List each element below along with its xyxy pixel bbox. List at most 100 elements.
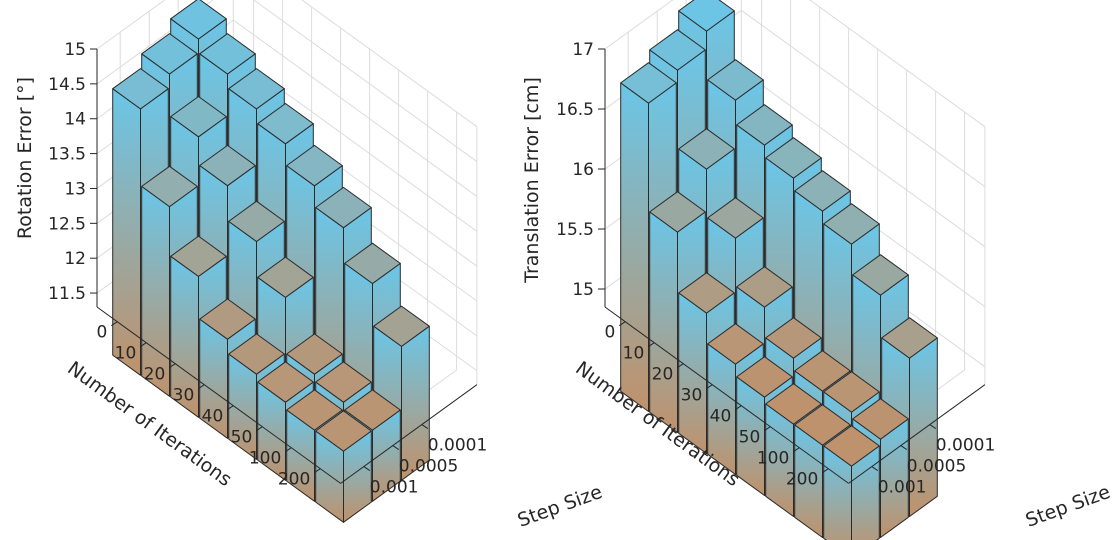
bar-top-face (823, 203, 880, 245)
bar-top-face (823, 371, 880, 413)
bar-top-face (678, 272, 735, 314)
bar-top-face (344, 389, 401, 431)
bar-top-face (707, 323, 764, 365)
bar-top-face (286, 144, 343, 187)
bar-top-face (736, 266, 793, 308)
bar-top-face (170, 96, 227, 138)
x-tick-mark (677, 363, 684, 369)
bar-top-face (852, 398, 909, 440)
bar-top-face (823, 425, 880, 467)
ticks: 11.5 12 12.5 13 13.5 14 14.5 15 0 10 20 30 40 5010020… (48, 40, 487, 498)
x-tick-mark (256, 426, 263, 432)
z-axis-label: Rotation Error [°] (14, 77, 36, 239)
bar-top-face (881, 317, 938, 359)
bar-top-face (707, 197, 764, 239)
y-axis-line (340, 384, 478, 484)
bar-top-face (170, 235, 227, 277)
bar-top-face (765, 317, 822, 359)
x-tick-mark (111, 321, 118, 327)
rotation-error-chart: 11.5 12 12.5 13 13.5 14 14.5 15 0 10 20 30 40 5010020… (14, 0, 605, 532)
bar-top-face (257, 103, 314, 145)
z-tick-label: 11.5 (48, 284, 86, 304)
y-axis-label: Step Size (515, 481, 606, 532)
y-tick-mark (871, 466, 879, 472)
bar-top-face (286, 389, 343, 431)
bar-top-face (141, 165, 198, 208)
x-tick-mark (314, 468, 321, 474)
x-tick-label: 200 (786, 470, 818, 490)
bar-top-face (199, 298, 256, 340)
bar-top-face (852, 254, 909, 296)
x-tick-mark (764, 426, 771, 432)
bar-top-face (344, 242, 401, 284)
z-tick-label: 12.5 (48, 214, 86, 234)
bar-top-face (257, 361, 314, 403)
x-tick-label: 10 (115, 344, 137, 364)
z-tick-label: 14 (64, 110, 86, 130)
y-tick-label: 0.001 (370, 478, 419, 498)
bar-top-face (794, 350, 851, 392)
x-tick-label: 20 (652, 365, 674, 385)
z-tick-label: 17 (572, 40, 594, 60)
bar-top-face (707, 59, 764, 101)
y-tick-mark (363, 466, 371, 472)
x-tick-label: 100 (249, 449, 281, 469)
x-tick-mark (285, 447, 292, 453)
bar-top-face (199, 144, 256, 187)
bar-top-face (649, 29, 706, 71)
bar-top-face (736, 104, 793, 146)
z-tick-label: 13 (64, 179, 86, 199)
bar (315, 410, 372, 523)
x-tick-label: 20 (144, 365, 166, 385)
z-tick-label: 15.5 (556, 220, 594, 240)
x-tick-mark (706, 384, 713, 390)
y-tick-mark (900, 445, 908, 451)
x-tick-label: 40 (710, 407, 732, 427)
z-tick-label: 12 (64, 249, 86, 269)
bar-top-face (315, 410, 372, 452)
y-tick-mark (929, 424, 937, 430)
x-tick-mark (140, 342, 147, 348)
z-tick-label: 16.5 (556, 100, 594, 120)
x-tick-label: 30 (173, 386, 195, 406)
bar (823, 425, 880, 540)
x-tick-mark (822, 468, 829, 474)
z-tick-label: 13.5 (48, 145, 86, 165)
bar-top-face (286, 333, 343, 375)
bar-top-face (794, 404, 851, 446)
z-tick-label: 14.5 (48, 75, 86, 95)
x-tick-mark (648, 342, 655, 348)
grid-line (741, 9, 986, 188)
y-tick-label: 0.0005 (399, 457, 458, 477)
y-tick-label: 0.0001 (428, 436, 487, 456)
bar-top-face (112, 68, 169, 110)
x-tick-label: 40 (202, 407, 224, 427)
z-axis-label: Translation Error [cm] (521, 77, 543, 284)
bar-top-face (765, 383, 822, 425)
x-axis-line (96, 306, 341, 484)
z-tick-label: 15 (64, 40, 86, 60)
bar-top-face (228, 333, 285, 375)
bar-top-face (736, 356, 793, 398)
x-tick-label: 0 (96, 323, 107, 343)
bars (620, 0, 938, 540)
x-tick-label: 50 (231, 428, 253, 448)
y-axis-line (848, 384, 986, 484)
x-tick-mark (227, 405, 234, 411)
x-tick-label: 50 (739, 428, 761, 448)
x-tick-label: 10 (623, 344, 645, 364)
z-tick-label: 16 (572, 160, 594, 180)
bar-top-face (228, 68, 285, 110)
bar-top-face (315, 361, 372, 403)
x-axis-line (604, 306, 849, 484)
y-tick-label: 0.0001 (936, 436, 995, 456)
grid-line (233, 19, 478, 197)
bars (112, 0, 430, 523)
bar-top-face (199, 33, 256, 75)
x-tick-label: 30 (681, 386, 703, 406)
grid-line (809, 0, 986, 128)
y-tick-label: 0.0005 (907, 457, 966, 477)
